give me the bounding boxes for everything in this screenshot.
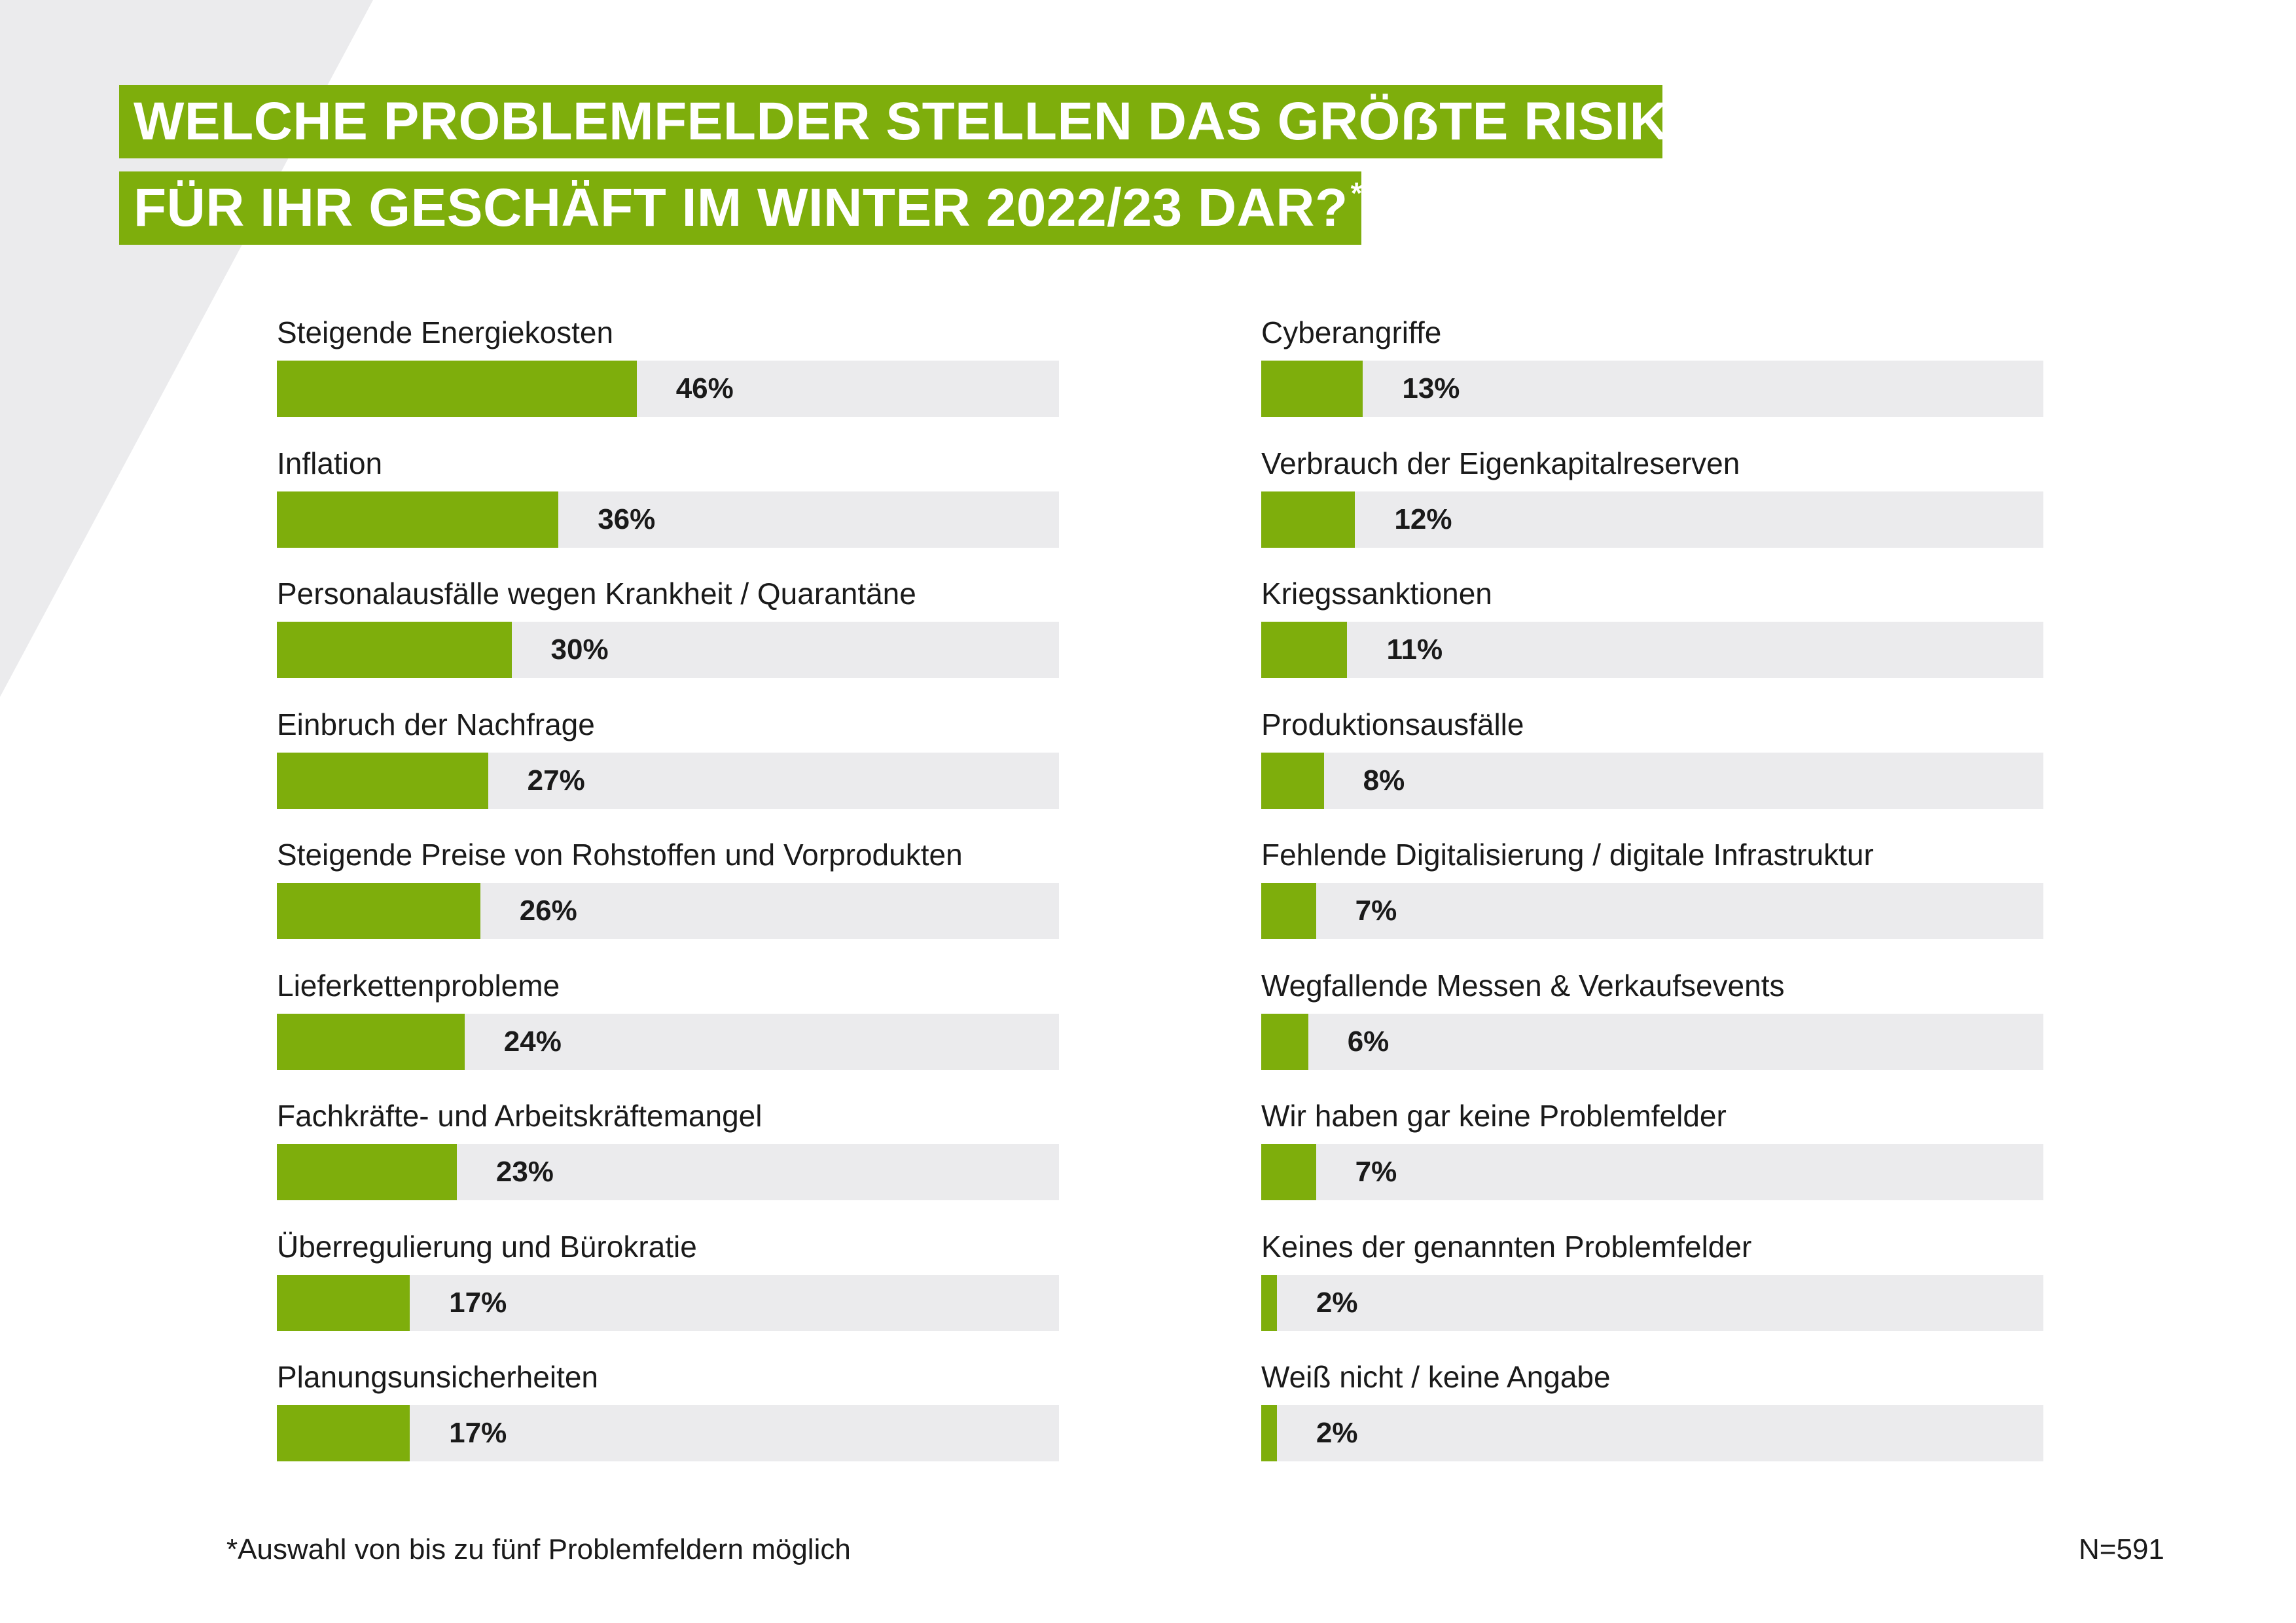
bar-label: Einbruch der Nachfrage	[277, 707, 595, 741]
bar-value-label: 27%	[527, 764, 585, 796]
bar	[1261, 622, 1348, 678]
bar-track	[277, 622, 1059, 678]
bar	[1261, 361, 1363, 417]
bar-track	[277, 1405, 1059, 1461]
bar-track	[1261, 1274, 2043, 1331]
bar-label: Wegfallende Messen & Verkaufsevents	[1261, 968, 1785, 1003]
bar-label: Fachkräfte- und Arbeitskräftemangel	[277, 1099, 762, 1133]
bar-value-label: 30%	[550, 633, 609, 666]
sample-size: N=591	[2079, 1533, 2164, 1565]
bar	[277, 883, 480, 939]
bar-label: Überregulierung und Bürokratie	[277, 1229, 697, 1264]
bar	[277, 752, 488, 809]
bar	[1261, 1144, 1316, 1200]
bar-track	[1261, 361, 2043, 417]
bar	[277, 1013, 465, 1070]
bar-track	[277, 361, 1059, 417]
bar-track	[277, 1144, 1059, 1200]
bar	[1261, 1274, 1277, 1331]
bar-track	[1261, 622, 2043, 678]
bar-value-label: 12%	[1394, 503, 1452, 535]
bar-track	[1261, 491, 2043, 548]
bar-label: Fehlende Digitalisierung / digitale Infr…	[1261, 838, 1874, 872]
bar-label: Personalausfälle wegen Krankheit / Quara…	[277, 577, 916, 611]
bar-label: Cyberangriffe	[1261, 315, 1442, 349]
bar	[1261, 1013, 1308, 1070]
bar-track	[277, 491, 1059, 548]
chart-title-line-1-text: WELCHE PROBLEMFELDER STELLEN DAS GRÖẞTE …	[134, 92, 1711, 151]
bar	[277, 1405, 410, 1461]
bar-label: Weiß nicht / keine Angabe	[1261, 1360, 1611, 1394]
chart-title-line-2-text: FÜR IHR GESCHÄFT IM WINTER 2022/23 DAR?	[134, 178, 1348, 238]
bar-value-label: 26%	[519, 895, 577, 927]
bar-label: Lieferkettenprobleme	[277, 968, 560, 1003]
bar-value-label: 23%	[495, 1156, 554, 1188]
bar	[277, 622, 512, 678]
bar	[277, 1144, 457, 1200]
bar-label: Wir haben gar keine Problemfelder	[1261, 1099, 1727, 1133]
bar-value-label: 2%	[1316, 1417, 1358, 1449]
bar	[277, 1274, 410, 1331]
bar-label: Keines der genannten Problemfelder	[1261, 1229, 1752, 1264]
bar-value-label: 46%	[675, 372, 734, 404]
bar-value-label: 17%	[449, 1417, 507, 1449]
footnote: *Auswahl von bis zu fünf Problemfeldern …	[226, 1533, 851, 1565]
bar-track	[277, 1013, 1059, 1070]
bar-track	[277, 752, 1059, 809]
bar-value-label: 17%	[449, 1286, 507, 1319]
bar-label: Kriegssanktionen	[1261, 577, 1492, 611]
bar-value-label: 6%	[1347, 1025, 1390, 1058]
chart-title-line-2: FÜR IHR GESCHÄFT IM WINTER 2022/23 DAR?*	[119, 171, 1363, 245]
bar-value-label: 8%	[1363, 764, 1405, 796]
bar	[1261, 883, 1316, 939]
bar	[277, 491, 559, 548]
bar-track	[1261, 883, 2043, 939]
bar-value-label: 11%	[1386, 633, 1443, 666]
bar-value-label: 7%	[1355, 895, 1397, 927]
bar-label: Verbrauch der Eigenkapitalreserven	[1261, 446, 1740, 480]
bar-label: Steigende Energiekosten	[277, 315, 614, 349]
bar-value-label: 24%	[503, 1025, 562, 1058]
bar-label: Inflation	[277, 446, 383, 480]
bar-track	[1261, 1013, 2043, 1070]
bar	[1261, 1405, 1277, 1461]
bar-value-label: 2%	[1316, 1286, 1358, 1319]
bar	[1261, 752, 1324, 809]
bar-track	[1261, 1405, 2043, 1461]
bar	[1261, 491, 1355, 548]
bar-value-label: 13%	[1402, 372, 1460, 404]
bar-track	[277, 1274, 1059, 1331]
bar-value-label: 36%	[598, 503, 656, 535]
bar-label: Planungsunsicherheiten	[277, 1360, 599, 1394]
bar-label: Produktionsausfälle	[1261, 707, 1524, 741]
bar-value-label: 7%	[1355, 1156, 1397, 1188]
bar-label: Steigende Preise von Rohstoffen und Vorp…	[277, 838, 963, 872]
bar-track	[1261, 1144, 2043, 1200]
title-asterisk: *	[1350, 176, 1363, 210]
chart-title-line-1: WELCHE PROBLEMFELDER STELLEN DAS GRÖẞTE …	[119, 85, 1710, 158]
bar	[277, 361, 637, 417]
bar-track	[1261, 752, 2043, 809]
bar-track	[277, 883, 1059, 939]
